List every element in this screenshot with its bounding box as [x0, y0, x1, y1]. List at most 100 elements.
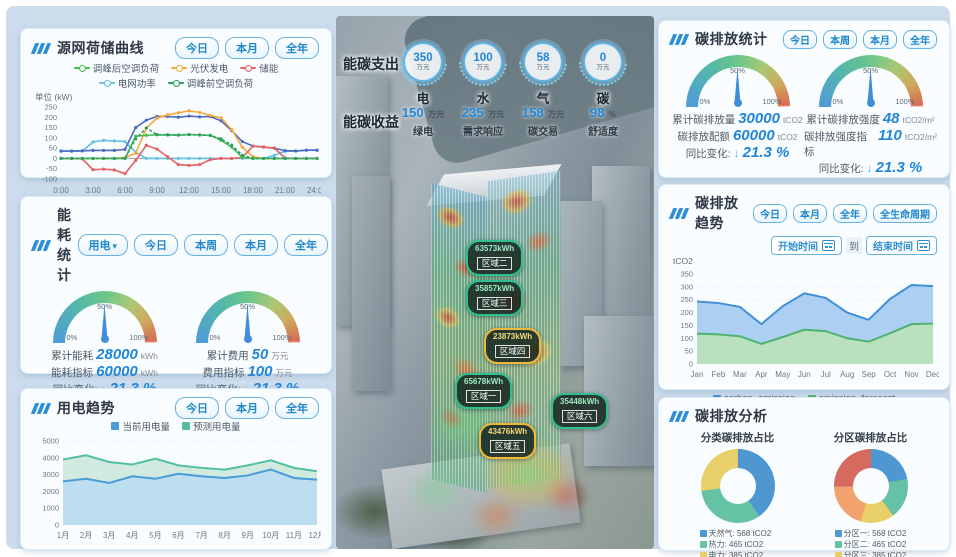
- time-filter-button[interactable]: 全生命周期: [873, 203, 937, 223]
- expense-label: 能碳支出: [343, 56, 399, 72]
- svg-text:18:00: 18:00: [243, 186, 264, 195]
- square-marker-icon: [699, 541, 707, 548]
- time-filter-button[interactable]: 今日: [175, 37, 219, 59]
- time-filter-button[interactable]: 全年: [903, 29, 937, 49]
- date-to-label: 到: [846, 237, 862, 254]
- svg-text:15:00: 15:00: [211, 186, 232, 195]
- category-donut-chart: [700, 449, 775, 523]
- legend-item[interactable]: 储能: [240, 61, 278, 75]
- down-arrow-icon: ↓: [866, 161, 873, 175]
- expense-kpi: 0 万元 碳: [573, 42, 633, 107]
- expense-kpi: 58 万元 气: [513, 42, 573, 107]
- income-kpi: 150 万元 绿电: [401, 105, 445, 138]
- square-marker-icon: [699, 530, 707, 537]
- zone-badge[interactable]: 63573kWh 区域二: [466, 240, 524, 276]
- svg-text:0: 0: [53, 154, 57, 163]
- expense-kpi: 350 万元 电: [393, 42, 453, 107]
- time-filter-button[interactable]: 全年: [275, 397, 319, 419]
- trend-time-filters: 今日 本月 全年 全生命周期: [753, 203, 937, 223]
- zone-badge[interactable]: 65678kWh 区域一: [455, 373, 513, 409]
- background-building: [352, 176, 390, 391]
- time-filter-button[interactable]: 全年: [275, 37, 319, 59]
- svg-text:0: 0: [689, 360, 693, 369]
- income-label: 能碳收益: [343, 114, 399, 130]
- time-filter-button[interactable]: 今日: [175, 397, 219, 419]
- svg-text:6月: 6月: [172, 531, 184, 540]
- square-marker-icon: [834, 541, 842, 548]
- usage-legend: 当前用电量 预测用电量: [33, 419, 319, 433]
- time-filter-button[interactable]: 本月: [225, 397, 269, 419]
- time-filter-button[interactable]: 今日: [783, 29, 817, 49]
- legend-item[interactable]: 电力: 385 tCO2: [699, 550, 763, 557]
- gauge-needle: [101, 304, 108, 338]
- time-filter-button[interactable]: 本周: [184, 234, 229, 256]
- calendar-icon: [822, 240, 835, 251]
- time-filter-button[interactable]: 本月: [863, 29, 897, 49]
- zone-donut-chart: [833, 449, 908, 523]
- curve-legend: 调峰后空调负荷 光伏发电 储能电网功率 调峰前空调负荷: [41, 61, 311, 90]
- square-marker-icon: [699, 552, 707, 557]
- time-filter-button[interactable]: 本月: [793, 203, 827, 223]
- time-filter-button[interactable]: 全年: [284, 234, 329, 256]
- svg-text:Mar: Mar: [733, 370, 747, 379]
- legend-item[interactable]: 分区二: 465 tCO2: [834, 539, 906, 550]
- time-filter-button[interactable]: 今日: [134, 234, 179, 256]
- zone-badge[interactable]: 35448kWh 区域六: [551, 393, 609, 429]
- zone-badge[interactable]: 35857kWh 区域三: [466, 280, 524, 316]
- svg-text:12月: 12月: [309, 531, 321, 540]
- start-date-picker[interactable]: 开始时间: [771, 236, 842, 255]
- legend-item[interactable]: 分区三: 385 tCO2: [834, 550, 906, 557]
- svg-text:12:00: 12:00: [179, 186, 200, 195]
- panel-title: 碳排放统计: [695, 31, 768, 47]
- income-kpi: 158 万元 碳交易: [521, 105, 565, 138]
- energy-type-dropdown[interactable]: 用电 ▾: [77, 234, 129, 256]
- panel-usage-trend: 用电趋势 今日 本月 全年 当前用电量 预测用电量 0 1000 2000 3000 4000…: [20, 388, 332, 550]
- svg-text:Jul: Jul: [821, 370, 831, 379]
- panel-slash-icon: [668, 410, 690, 422]
- time-filter-button[interactable]: 本月: [225, 37, 269, 59]
- legend-item[interactable]: 电网功率: [98, 76, 156, 90]
- time-filter-button[interactable]: 今日: [753, 203, 787, 223]
- svg-text:1月: 1月: [57, 531, 69, 540]
- legend-item[interactable]: 热力: 465 tCO2: [699, 539, 763, 550]
- svg-text:7月: 7月: [195, 531, 207, 540]
- legend-item[interactable]: 当前用电量: [111, 419, 170, 433]
- legend-item[interactable]: 天然气: 568 tCO2: [699, 528, 771, 539]
- svg-text:0:00: 0:00: [53, 186, 69, 195]
- time-filter-button[interactable]: 全年: [833, 203, 867, 223]
- legend-item[interactable]: 分区一: 568 tCO2: [834, 528, 906, 539]
- zone-badge[interactable]: 23873kWh 区域四: [484, 328, 542, 364]
- svg-text:150: 150: [44, 123, 57, 132]
- panel-carbon-trend: 碳排放趋势 今日 本月 全年 全生命周期 开始时间 到 结束时间 tCO2 0 50 10…: [658, 184, 950, 404]
- svg-text:50: 50: [685, 347, 693, 356]
- square-marker-icon: [111, 422, 120, 430]
- date-range-picker: 开始时间 到 结束时间: [671, 236, 937, 255]
- curve-time-filters: 今日 本月 全年: [175, 37, 319, 59]
- zone-badge[interactable]: 43476kWh 区域五: [479, 423, 537, 459]
- svg-text:Sep: Sep: [862, 370, 877, 379]
- square-marker-icon: [182, 422, 190, 430]
- svg-text:21:00: 21:00: [275, 186, 296, 195]
- svg-text:Jun: Jun: [798, 370, 811, 379]
- panel-source-grid-curve: 源网荷储曲线 今日 本月 全年 调峰后空调负荷 光伏发电 储能电网功率 调峰前空调负荷 单…: [20, 28, 332, 195]
- unit-label: 单位 (kW): [35, 92, 73, 102]
- legend-item[interactable]: 光伏发电: [171, 61, 228, 75]
- panel-title: 源网荷储曲线: [57, 40, 144, 56]
- end-date-picker[interactable]: 结束时间: [866, 236, 937, 255]
- panel-carbon-stats: 碳排放统计 今日 本周 本月 全年 0% 50% 100% 累计碳排放量 30000 tCO2…: [658, 20, 950, 178]
- svg-text:Aug: Aug: [840, 370, 854, 379]
- energy-filters: 用电 ▾ 今日 本周 本月 全年: [77, 234, 329, 256]
- svg-text:150: 150: [680, 321, 693, 330]
- down-arrow-icon: ↓: [733, 146, 740, 160]
- time-filter-button[interactable]: 本周: [823, 29, 857, 49]
- time-filter-button[interactable]: 本月: [234, 234, 279, 256]
- legend-item[interactable]: 预测用电量: [182, 419, 241, 433]
- panel-slash-icon: [30, 42, 52, 54]
- legend-item[interactable]: 调峰前空调负荷: [167, 76, 253, 90]
- legend-item[interactable]: 调峰后空调负荷: [73, 61, 159, 75]
